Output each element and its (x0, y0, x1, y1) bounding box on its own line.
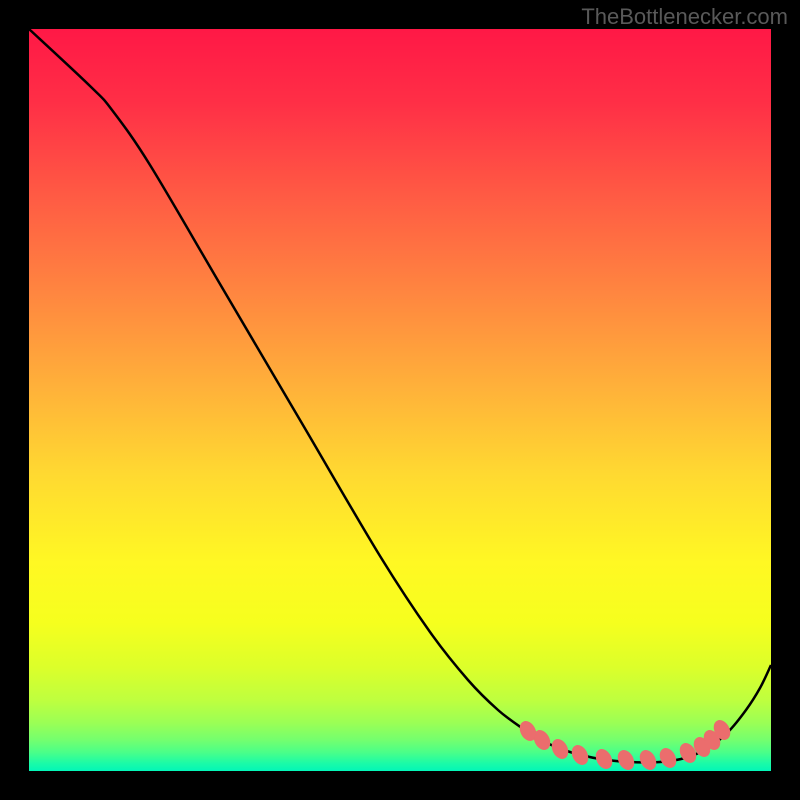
plot-area (29, 29, 771, 771)
watermark-text: TheBottlenecker.com (581, 4, 788, 30)
